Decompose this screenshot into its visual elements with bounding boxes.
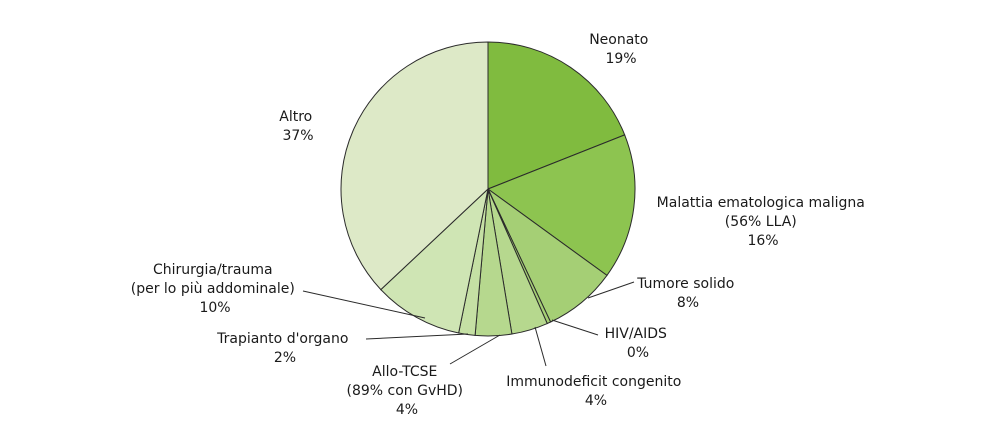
leader-lines: [302, 281, 635, 367]
leader-chirurgia: [302, 290, 426, 319]
pie-slice-neonato: [487, 41, 626, 190]
label-allo-tcse: Allo-TCSE (89% con GvHD) 4%: [347, 364, 468, 418]
label-tumore-solido: Tumore solido 8%: [636, 276, 739, 311]
leader-trapianto: [365, 333, 469, 340]
pie-slice-chirurgia-trauma-per-lo-pi-addominale: [380, 187, 489, 334]
pie-slice-malattia-ematologica-maligna-56-lla: [486, 134, 636, 277]
leader-tumore-solido: [587, 281, 635, 299]
label-malattia-ematologica: Malattia ematologica maligna (56% LLA) 1…: [657, 195, 870, 249]
leader-allo-tcse: [449, 334, 501, 365]
label-neonato: Neonato 19%: [589, 32, 653, 67]
pie-slices: [340, 41, 636, 337]
label-chirurgia: Chirurgia/trauma (per lo più addominale)…: [131, 262, 300, 316]
leader-hiv-aids: [551, 319, 599, 336]
label-altro: Altro 37%: [279, 109, 316, 144]
label-immunodeficit: Immunodeficit congenito 4%: [506, 374, 685, 409]
slice-labels: Neonato 19% Malattia ematologica maligna…: [131, 32, 870, 418]
leader-immunodeficit: [534, 326, 547, 367]
pie-slice-altro: [340, 41, 489, 291]
label-hiv-aids: HIV/AIDS 0%: [605, 326, 672, 361]
label-trapianto: Trapianto d'organo 2%: [216, 331, 353, 366]
